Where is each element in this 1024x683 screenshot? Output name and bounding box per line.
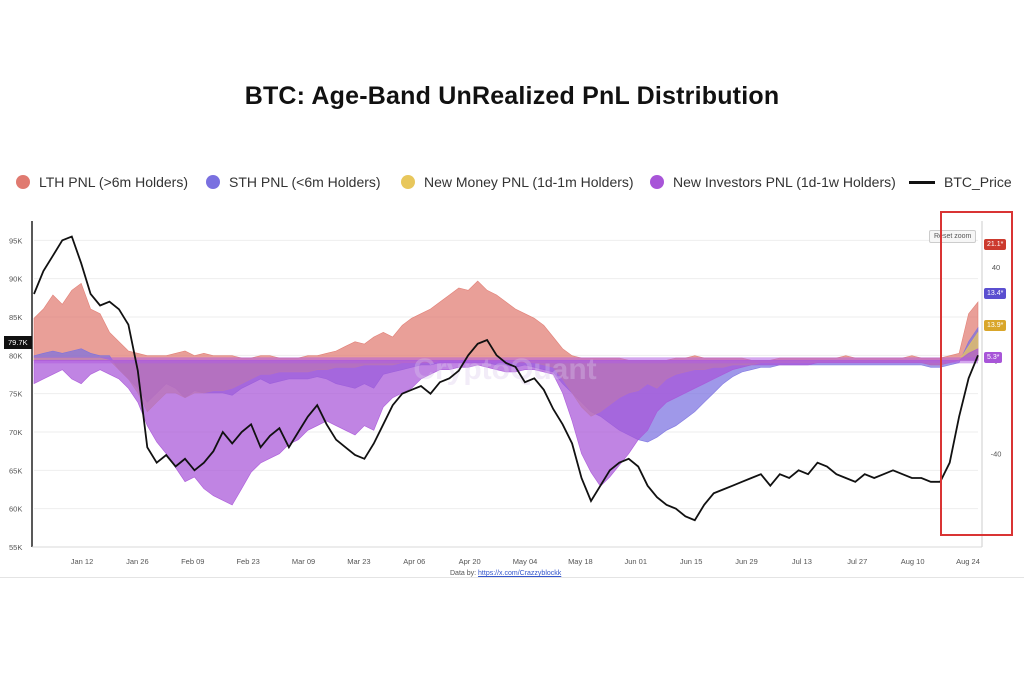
btc-price-swatch-icon bbox=[909, 180, 935, 184]
y-right-tick-label: 40 bbox=[992, 263, 1000, 272]
x-tick-label: Mar 23 bbox=[347, 557, 370, 566]
sth-value-badge: 13.4* bbox=[984, 288, 1007, 299]
x-tick-label: May 18 bbox=[568, 557, 593, 566]
y-left-tick-label: 80K bbox=[9, 351, 22, 360]
sth-swatch-icon bbox=[206, 175, 220, 189]
data-credit: Data by: https://x.com/Crazzyblockk bbox=[450, 570, 561, 577]
legend: LTH PNL (>6m Holders) STH PNL (<6m Holde… bbox=[16, 174, 1012, 196]
legend-label-sth: STH PNL (<6m Holders) bbox=[229, 174, 381, 190]
legend-label-new-investors: New Investors PNL (1d-1w Holders) bbox=[673, 174, 896, 190]
lth-swatch-icon bbox=[16, 175, 30, 189]
x-tick-label: Apr 20 bbox=[459, 557, 481, 566]
y-left-tick-label: 75K bbox=[9, 390, 22, 399]
x-tick-label: Jan 12 bbox=[71, 557, 94, 566]
legend-item-lth[interactable]: LTH PNL (>6m Holders) bbox=[16, 174, 188, 190]
y-left-tick-label: 70K bbox=[9, 428, 22, 437]
x-tick-label: May 04 bbox=[513, 557, 538, 566]
pnl-chart: 95K90K85K80K75K70K65K60K55KCryptoQuant40… bbox=[9, 221, 1002, 566]
x-tick-label: Jun 01 bbox=[624, 557, 647, 566]
y-left-tick-label: 65K bbox=[9, 466, 22, 475]
chart-title: BTC: Age-Band UnRealized PnL Distributio… bbox=[244, 82, 780, 110]
x-tick-label: Jul 13 bbox=[792, 557, 812, 566]
y-left-tick-label: 95K bbox=[9, 236, 22, 245]
x-tick-label: Feb 23 bbox=[236, 557, 259, 566]
legend-label-lth: LTH PNL (>6m Holders) bbox=[39, 174, 188, 190]
legend-item-sth[interactable]: STH PNL (<6m Holders) bbox=[206, 174, 381, 190]
btc-price-line bbox=[33, 235, 979, 522]
legend-label-btc-price: BTC_Price bbox=[944, 174, 1012, 190]
legend-item-btc-price[interactable]: BTC_Price bbox=[909, 174, 1012, 190]
y-left-tick-label: 85K bbox=[9, 313, 22, 322]
x-tick-label: Jun 29 bbox=[735, 557, 758, 566]
y-right-tick-label: -40 bbox=[991, 450, 1002, 459]
credit-link[interactable]: https://x.com/Crazzyblockk bbox=[478, 570, 562, 577]
y-left-tick-label: 60K bbox=[9, 505, 22, 514]
new-investors-value-badge: 5.3* bbox=[984, 352, 1003, 363]
lth-value-badge: 21.1* bbox=[984, 239, 1007, 250]
new-money-value-badge: 13.9* bbox=[984, 320, 1007, 331]
y-left-tick-label: 90K bbox=[9, 275, 22, 284]
zero-band bbox=[34, 357, 978, 364]
y-left-tick-label: 55K bbox=[9, 543, 22, 552]
x-tick-label: Apr 06 bbox=[403, 557, 425, 566]
credit-prefix: Data by: bbox=[450, 570, 477, 577]
current-price-badge: 79.7K bbox=[4, 336, 32, 349]
x-tick-label: Jul 27 bbox=[847, 557, 867, 566]
legend-item-new-money[interactable]: New Money PNL (1d-1m Holders) bbox=[401, 174, 634, 190]
area-series-1 bbox=[33, 280, 979, 361]
bottom-divider bbox=[0, 577, 1024, 578]
x-tick-label: Aug 10 bbox=[901, 557, 925, 566]
x-tick-label: Feb 09 bbox=[181, 557, 204, 566]
x-tick-label: Aug 24 bbox=[956, 557, 980, 566]
x-tick-label: Jan 26 bbox=[126, 557, 149, 566]
legend-item-new-investors[interactable]: New Investors PNL (1d-1w Holders) bbox=[650, 174, 896, 190]
x-tick-label: Mar 09 bbox=[292, 557, 315, 566]
legend-label-new-money: New Money PNL (1d-1m Holders) bbox=[424, 174, 634, 190]
new-investors-swatch-icon bbox=[650, 175, 664, 189]
x-tick-label: Jun 15 bbox=[680, 557, 703, 566]
reset-zoom-button[interactable]: Reset zoom bbox=[929, 230, 977, 243]
new-money-swatch-icon bbox=[401, 175, 415, 189]
